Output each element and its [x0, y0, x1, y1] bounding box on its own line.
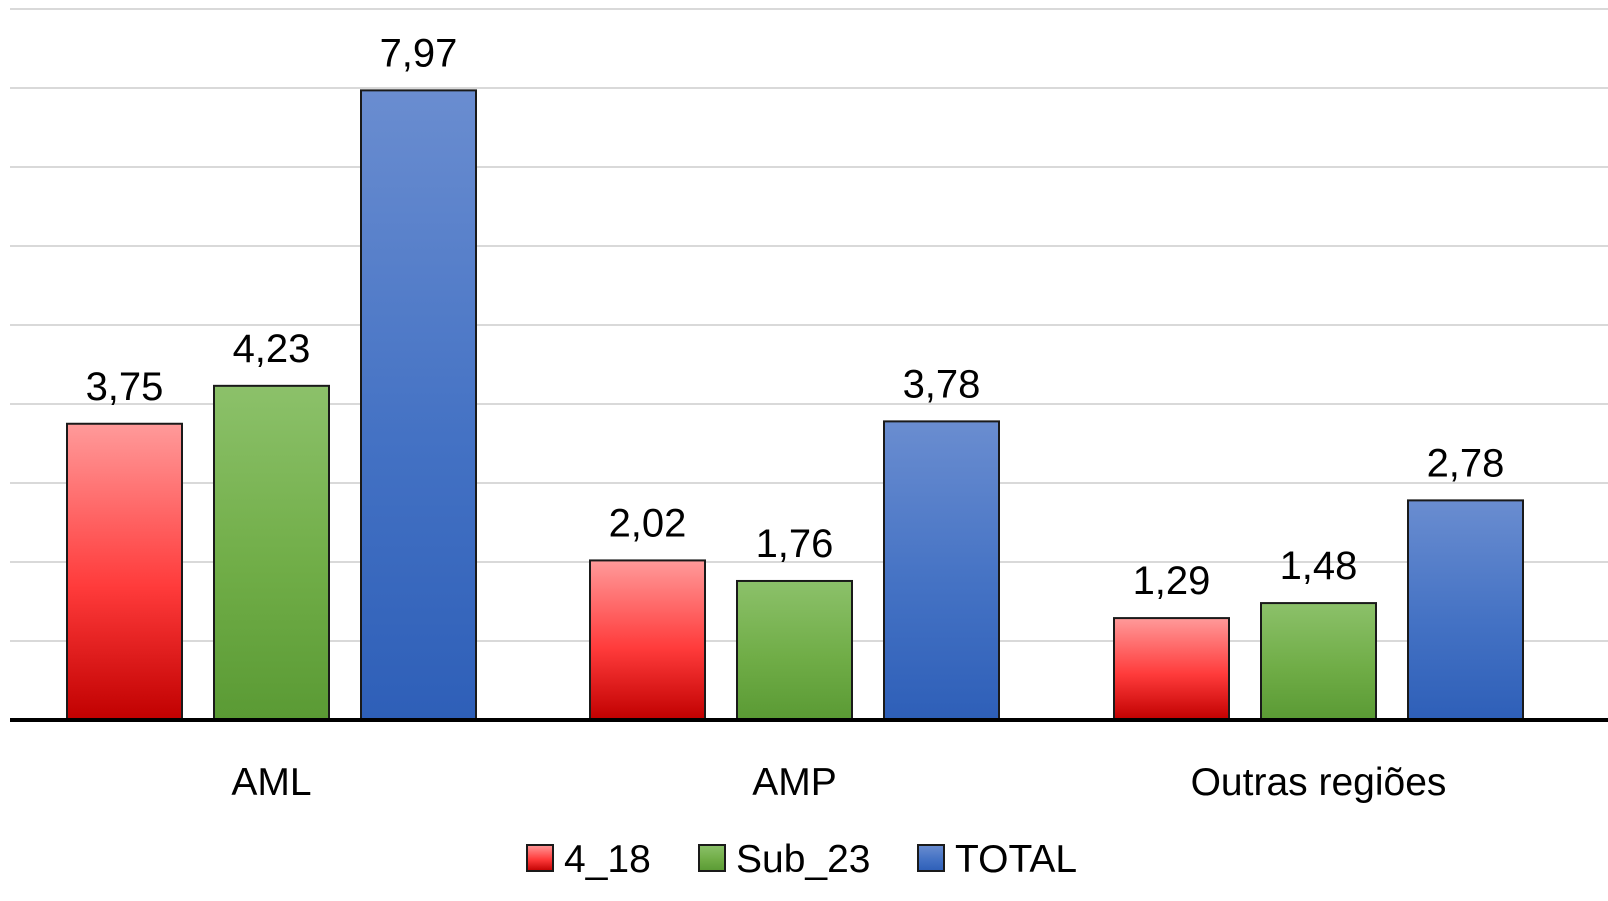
legend-label: TOTAL: [955, 838, 1077, 881]
data-label: 1,48: [1280, 544, 1358, 588]
bar-4-18-0: [66, 422, 183, 721]
bar-total-2: [1407, 499, 1524, 721]
legend-label: 4_18: [564, 838, 651, 881]
category-label: Outras regiões: [1191, 761, 1447, 804]
bar-4-18-2: [1113, 617, 1230, 722]
bar-total-1: [883, 420, 1000, 721]
data-label: 7,97: [380, 31, 458, 75]
category-label: AMP: [752, 761, 837, 804]
data-label: 3,78: [903, 362, 981, 406]
data-label: 2,02: [609, 501, 687, 545]
bar-4-18-1: [589, 559, 706, 721]
legend-label: Sub_23: [736, 838, 870, 881]
bars: [66, 89, 1524, 722]
data-label: 2,78: [1427, 441, 1505, 485]
data-label: 1,29: [1133, 559, 1211, 603]
legend-swatch: [698, 844, 726, 872]
category-labels: AML AMP Outras regiões: [231, 761, 1446, 804]
bar-total-0: [360, 89, 477, 722]
data-label: 1,76: [756, 522, 834, 566]
data-labels: 3,75 4,23 7,97 2,02 1,76 3,78 1,29 1,48 2,78: [86, 31, 1505, 603]
bar-sub-23-2: [1260, 602, 1377, 722]
legend: 4_18 Sub_23 TOTAL: [526, 838, 1077, 881]
category-label: AML: [231, 761, 311, 804]
data-label: 4,23: [233, 327, 311, 371]
legend-swatch: [917, 844, 945, 872]
data-label: 3,75: [86, 365, 164, 409]
legend-swatch: [526, 844, 554, 872]
bar-sub-23-0: [213, 384, 330, 721]
bar-sub-23-1: [736, 579, 853, 722]
